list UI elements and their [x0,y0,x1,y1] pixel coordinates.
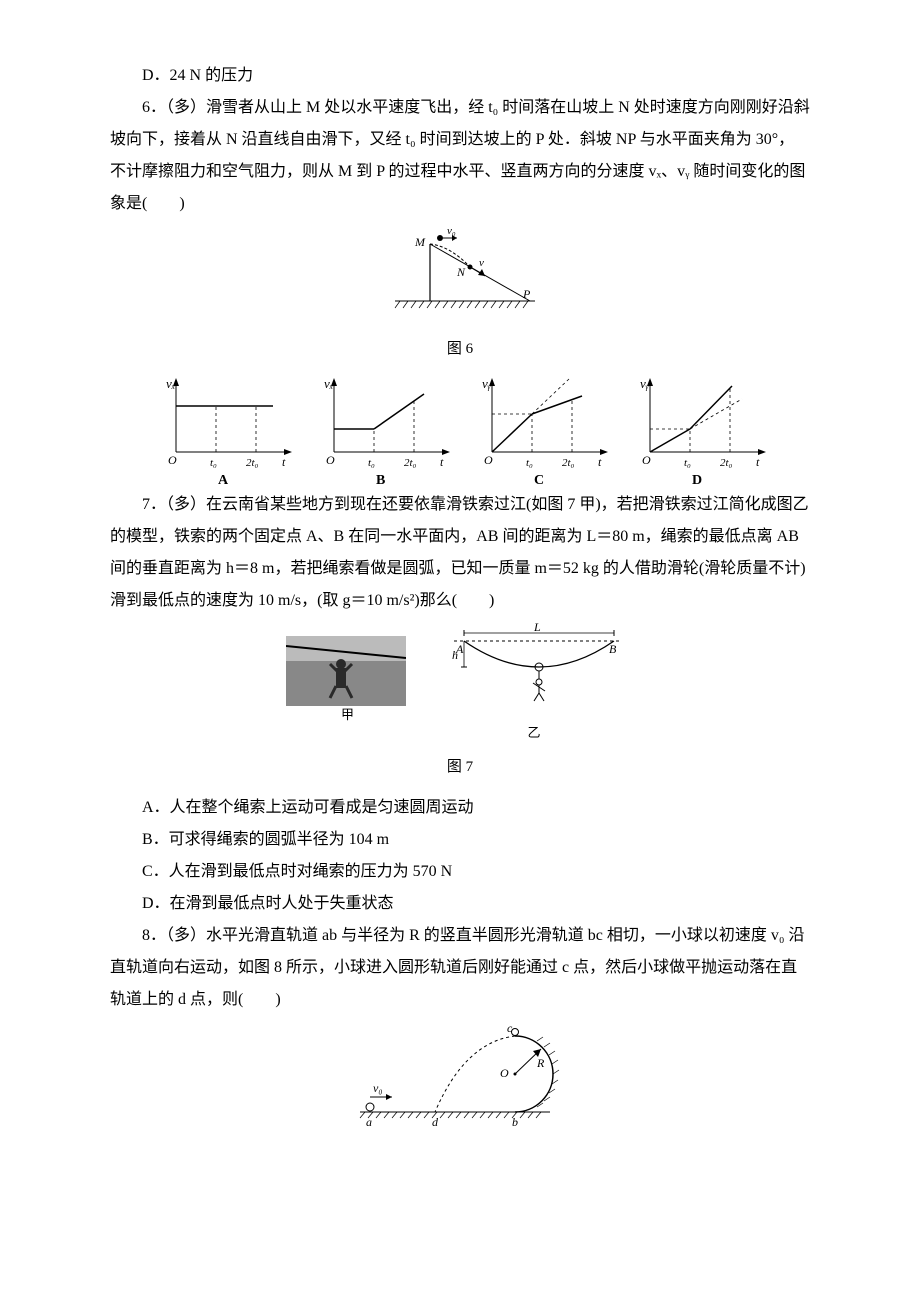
svg-text:B: B [376,473,385,488]
q6-stem: 6．（多）滑雪者从山上 M 处以水平速度飞出，经 t₀ 时间落在山坡上 N 处时… [110,92,810,220]
q7-yi-label: 乙 [434,720,634,746]
q6-figure: v₀ v M N P [110,226,810,328]
svg-text:t₀: t₀ [526,457,533,469]
svg-text:2t₀: 2t₀ [562,457,575,469]
svg-text:L: L [533,623,541,634]
svg-text:t₀: t₀ [368,457,375,469]
svg-text:2t₀: 2t₀ [246,457,259,469]
svg-text:甲: 甲 [341,707,354,721]
q6-graphs: vₓ t O t₀ 2t₀ A vₓ t O t₀ 2t₀ B vᵧ [110,374,810,489]
q7-option-c: C．人在滑到最低点时对绳索的压力为 570 N [110,856,810,888]
q5-option-d: D．24 N 的压力 [110,60,810,92]
svg-text:t₀: t₀ [684,457,691,469]
q8-figure: O R v₀ a d b c [110,1022,810,1144]
svg-text:t: t [598,455,602,469]
q7-stem: 7．（多）在云南省某些地方到现在还要依靠滑铁索过江(如图 7 甲)，若把滑铁索过… [110,489,810,617]
svg-text:2t₀: 2t₀ [404,457,417,469]
svg-text:O: O [500,1066,509,1080]
q6-v0-label: v₀ [447,226,456,237]
svg-text:b: b [512,1115,518,1129]
svg-text:t: t [282,455,286,469]
svg-text:c: c [507,1022,513,1035]
q6-N: N [456,265,466,279]
svg-text:t₀: t₀ [210,457,217,469]
svg-text:a: a [366,1115,372,1129]
svg-text:t: t [756,455,760,469]
svg-text:v₀: v₀ [373,1081,383,1095]
svg-text:R: R [536,1056,545,1070]
q6-caption: 图 6 [110,334,810,364]
q7-option-a: A．人在整个绳索上运动可看成是匀速圆周运动 [110,792,810,824]
svg-text:vᵧ: vᵧ [640,376,649,391]
svg-text:D: D [692,473,702,488]
svg-text:2t₀: 2t₀ [720,457,733,469]
svg-text:d: d [432,1115,439,1129]
q7-option-b: B．可求得绳索的圆弧半径为 104 m [110,824,810,856]
svg-text:C: C [534,473,544,488]
svg-text:O: O [326,453,335,467]
q6-M: M [414,235,426,249]
svg-text:A: A [218,473,229,488]
q6-v-label: v [479,257,484,269]
svg-text:h: h [452,648,458,662]
svg-text:O: O [642,453,651,467]
q6-P: P [522,287,531,301]
q7-figure: 甲 A B L h [110,623,810,746]
q7-option-d: D．在滑到最低点时人处于失重状态 [110,888,810,920]
svg-text:O: O [484,453,493,467]
q8-stem: 8．（多）水平光滑直轨道 ab 与半径为 R 的竖直半圆形光滑轨道 bc 相切，… [110,920,810,1016]
svg-text:t: t [440,455,444,469]
q7-caption: 图 7 [110,752,810,782]
svg-text:vᵧ: vᵧ [482,376,491,391]
svg-text:O: O [168,453,177,467]
